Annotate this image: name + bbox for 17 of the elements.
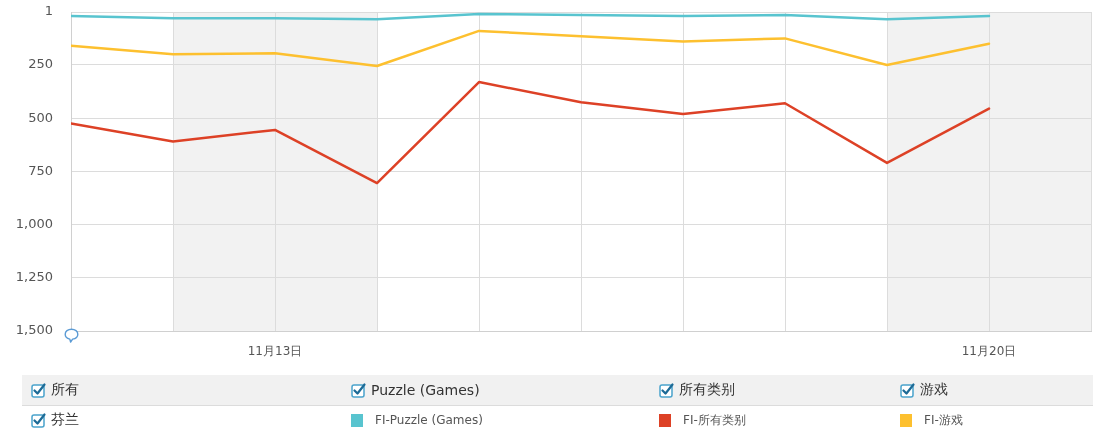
x-tick-label: 11月13日: [247, 344, 303, 359]
text: 芬兰: [51, 411, 79, 429]
text: Puzzle (Games): [371, 382, 480, 398]
y-tick-label: 1,000: [15, 215, 53, 231]
y-tick-label: 1,500: [15, 322, 53, 338]
legend-label: FI-游戏: [924, 411, 963, 429]
legend-label: FI-Puzzle (Games): [375, 413, 483, 427]
text: 所有类别: [679, 381, 735, 399]
legend-label: FI-所有类别: [683, 411, 746, 429]
x-tick-label: 11月20日: [961, 344, 1017, 359]
y-tick-label: 1,250: [15, 269, 53, 285]
y-tick-label: 750: [28, 162, 53, 178]
y-tick-label: 1: [44, 3, 53, 19]
text: 游戏: [920, 381, 948, 399]
y-tick-label: 500: [28, 109, 53, 125]
text: 所有: [51, 381, 79, 399]
y-tick-label: 250: [28, 56, 53, 72]
